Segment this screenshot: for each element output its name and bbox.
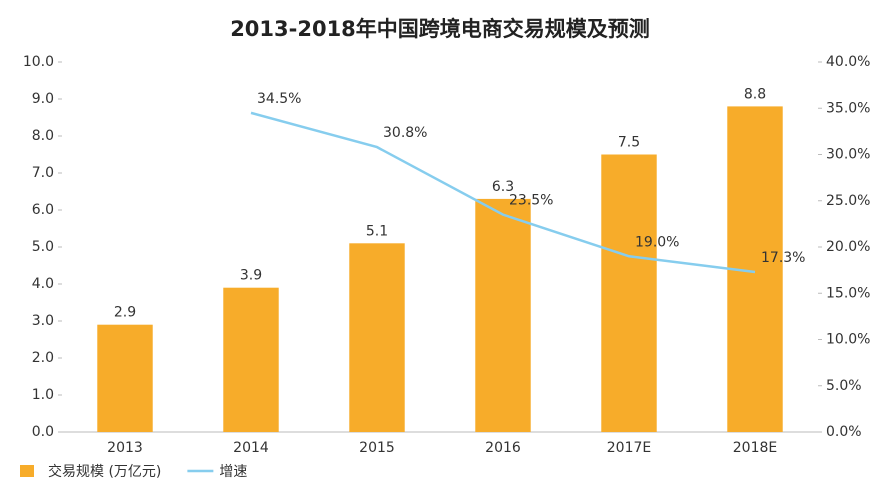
x-tick-label: 2017E [607, 440, 651, 456]
y2-tick-label: 30.0% [826, 147, 870, 163]
bar [97, 324, 153, 432]
y-tick-label: 8.0 [32, 128, 54, 144]
line-value-label: 30.8% [383, 125, 427, 141]
line-value-label: 17.3% [761, 250, 805, 266]
x-tick-label: 2018E [733, 440, 777, 456]
line-value-label: 34.5% [257, 91, 301, 107]
x-tick-label: 2016 [485, 440, 521, 456]
y2-tick-label: 40.0% [826, 54, 870, 70]
legend-label: 交易规模 (万亿元) [48, 463, 161, 480]
bar [475, 198, 531, 432]
growth-line [250, 111, 756, 274]
x-tick-label: 2015 [359, 440, 395, 456]
bar-value-label: 7.5 [618, 135, 640, 151]
bar-value-label: 2.9 [114, 305, 136, 321]
y-tick-label: 7.0 [32, 165, 54, 181]
y2-tick-label: 0.0% [826, 424, 862, 440]
y-tick-label: 0.0 [32, 424, 54, 440]
line-value-label: 19.0% [635, 234, 679, 250]
y-tick-label: 3.0 [32, 313, 54, 329]
legend-swatch [20, 465, 34, 477]
y-tick-label: 4.0 [32, 276, 54, 292]
bar-value-label: 6.3 [492, 179, 514, 195]
y2-tick-label: 10.0% [826, 332, 870, 348]
y-tick-label: 2.0 [32, 350, 54, 366]
y2-tick-label: 20.0% [826, 239, 870, 255]
bar-value-label: 8.8 [744, 86, 766, 102]
bar-value-label: 5.1 [366, 223, 388, 239]
line-value-label: 23.5% [509, 193, 553, 209]
bar [349, 243, 405, 432]
x-tick-label: 2013 [107, 440, 143, 456]
y2-tick-label: 35.0% [826, 100, 870, 116]
y2-tick-label: 5.0% [826, 378, 862, 394]
y-tick-label: 6.0 [32, 202, 54, 218]
y2-tick-label: 25.0% [826, 193, 870, 209]
y-tick-label: 10.0 [23, 54, 54, 70]
x-tick-label: 2014 [233, 440, 269, 456]
legend-label: 增速 [219, 464, 247, 480]
y2-tick-label: 15.0% [826, 285, 870, 301]
bar [223, 287, 279, 432]
bar-value-label: 3.9 [240, 268, 262, 284]
y-tick-label: 1.0 [32, 387, 54, 403]
chart-title: 2013-2018年中国跨境电商交易规模及预测 [230, 17, 650, 41]
bar [601, 154, 657, 432]
y-tick-label: 5.0 [32, 239, 54, 255]
y-tick-label: 9.0 [32, 91, 54, 107]
